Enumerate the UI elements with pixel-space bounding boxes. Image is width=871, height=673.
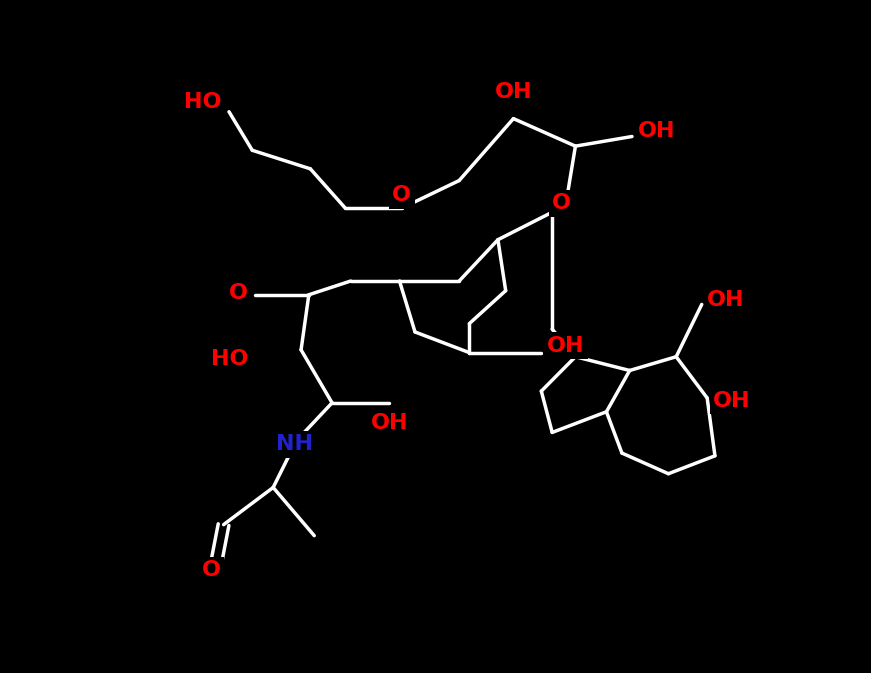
Text: O: O [552, 193, 571, 213]
Text: HO: HO [211, 349, 248, 369]
Text: OH: OH [495, 82, 532, 102]
Text: O: O [202, 560, 220, 580]
Text: OH: OH [371, 413, 408, 433]
Text: HO: HO [184, 92, 221, 112]
Text: O: O [392, 185, 411, 205]
Text: OH: OH [547, 336, 584, 356]
Text: NH: NH [276, 434, 314, 454]
Text: O: O [229, 283, 248, 303]
Text: OH: OH [707, 289, 745, 310]
Text: OH: OH [638, 121, 675, 141]
Text: OH: OH [713, 391, 751, 411]
